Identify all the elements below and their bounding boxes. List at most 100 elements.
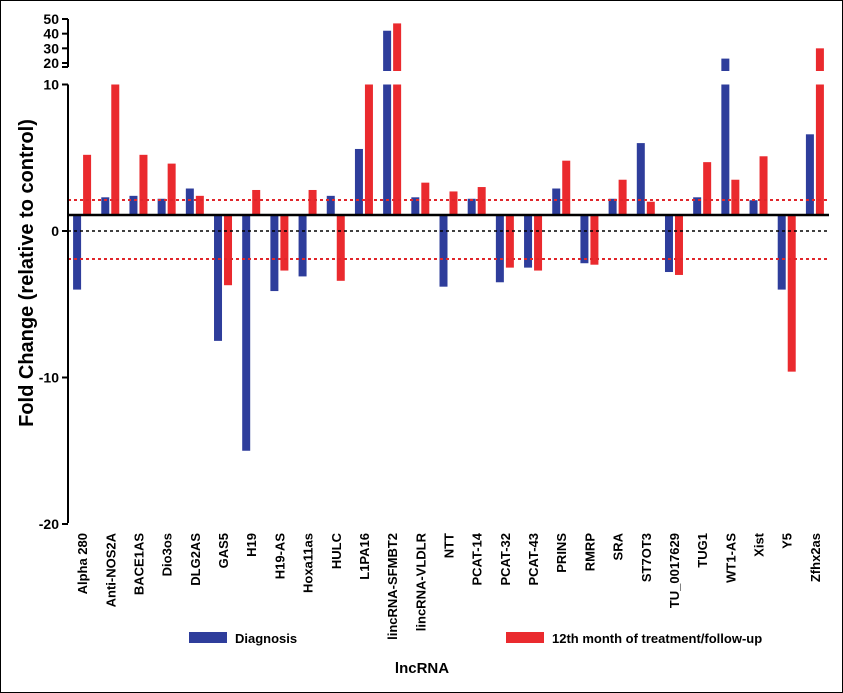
y-tick-label: -20 xyxy=(39,516,59,532)
bar-diagnosis xyxy=(326,195,335,215)
category-label: PCAT-32 xyxy=(498,533,513,586)
bar-followup-upper xyxy=(393,23,402,71)
category-label: BACE1AS xyxy=(131,533,146,595)
bar-diagnosis xyxy=(805,134,814,215)
category-label: GAS5 xyxy=(216,533,231,568)
bar-followup xyxy=(787,215,796,372)
bar-followup xyxy=(646,201,655,215)
category-label: Anti-NOS2A xyxy=(103,532,118,607)
bar-followup xyxy=(83,154,92,215)
bar-diagnosis xyxy=(664,215,673,273)
bar-followup xyxy=(815,84,824,215)
category-label: lincRNA-SFMBT2 xyxy=(385,533,400,640)
category-label: PRINS xyxy=(554,533,569,573)
bar-diagnosis-upper xyxy=(383,30,392,71)
bar-diagnosis xyxy=(242,215,251,451)
legend-entry: Diagnosis xyxy=(235,631,297,646)
category-label: PCAT-43 xyxy=(526,533,541,586)
bar-diagnosis xyxy=(185,188,194,215)
bar-diagnosis-upper xyxy=(721,58,730,71)
category-label: WT1-AS xyxy=(723,533,738,583)
y-tick-label: 0 xyxy=(51,223,59,239)
y-axis-label: Fold Change (relative to control) xyxy=(16,119,38,427)
bar-followup xyxy=(534,215,543,271)
bar-diagnosis xyxy=(495,215,504,283)
bar-followup xyxy=(364,84,373,215)
y-tick-label: -10 xyxy=(39,370,59,386)
bar-followup xyxy=(477,187,486,215)
legend: Diagnosis 12th month of treatment/follow-… xyxy=(189,631,762,646)
bar-followup xyxy=(590,215,599,265)
bar-diagnosis xyxy=(580,215,589,264)
bar-followup xyxy=(674,215,683,275)
category-label: HULC xyxy=(329,532,344,569)
bar-followup xyxy=(731,179,740,215)
bar-diagnosis xyxy=(354,148,363,215)
category-label: Alpha 280 xyxy=(75,533,90,594)
bar-diagnosis xyxy=(777,215,786,290)
y-tick-label: 20 xyxy=(43,55,59,71)
bar-followup xyxy=(195,195,204,215)
bar-diagnosis xyxy=(101,197,110,215)
bar-followup xyxy=(167,163,176,215)
bars-layer xyxy=(73,23,824,451)
bar-followup xyxy=(618,179,627,215)
category-label: ST7OT3 xyxy=(639,533,654,582)
bar-followup-upper xyxy=(815,48,824,71)
category-label: lincRNA-VLDLR xyxy=(413,532,428,631)
bar-diagnosis xyxy=(214,215,223,341)
category-label: TUG1 xyxy=(695,533,710,568)
bar-diagnosis xyxy=(636,143,645,215)
bar-diagnosis xyxy=(129,195,138,215)
legend-swatch xyxy=(189,632,227,643)
bar-diagnosis xyxy=(157,198,166,215)
bar-followup xyxy=(111,84,120,215)
category-label: Xist xyxy=(752,532,767,557)
bar-followup xyxy=(703,162,712,215)
reference-lines xyxy=(68,199,829,260)
category-label: Hoxa11as xyxy=(301,533,316,593)
bar-diagnosis xyxy=(467,198,476,215)
category-label: H19 xyxy=(244,533,259,557)
bar-followup xyxy=(336,215,345,281)
x-axis-label: lncRNA xyxy=(395,660,449,677)
bar-diagnosis xyxy=(73,215,82,290)
bar-followup xyxy=(308,189,317,215)
y-tick-label: 10 xyxy=(43,77,59,93)
legend-swatch xyxy=(506,632,544,643)
y-tick-label: 40 xyxy=(43,26,59,42)
bar-followup xyxy=(280,215,289,271)
bar-followup xyxy=(505,215,514,268)
bar-diagnosis xyxy=(608,198,617,215)
bar-diagnosis xyxy=(524,215,533,268)
bar-diagnosis xyxy=(721,84,730,215)
bar-diagnosis xyxy=(411,197,420,215)
bar-diagnosis xyxy=(693,197,702,215)
y-tick-label: 50 xyxy=(43,11,59,27)
category-label: PCAT-14 xyxy=(470,532,485,585)
bar-followup xyxy=(224,215,233,286)
bar-followup xyxy=(393,84,402,215)
category-label: TU_0017629 xyxy=(667,533,682,608)
y-tick-label: 30 xyxy=(43,40,59,56)
category-label: L1PA16 xyxy=(357,533,372,580)
x-axis-categories: Alpha 280 Anti-NOS2A BACE1AS Dio3os DLG2AS GA… xyxy=(75,532,823,640)
bar-diagnosis xyxy=(439,215,448,287)
legend-entry: 12th month of treatment/follow-up xyxy=(552,631,762,646)
bar-diagnosis xyxy=(383,84,392,215)
category-label: NTT xyxy=(442,533,457,558)
category-label: DLG2AS xyxy=(188,533,203,586)
category-label: H19-AS xyxy=(272,533,287,580)
bar-followup xyxy=(421,182,430,215)
bar-diagnosis xyxy=(749,200,758,215)
bar-diagnosis xyxy=(298,215,307,277)
bar-followup xyxy=(562,160,571,215)
category-label: RMRP xyxy=(582,533,597,572)
category-label: Y5 xyxy=(780,533,795,549)
bar-diagnosis xyxy=(552,188,561,215)
category-label: Dio3os xyxy=(160,533,175,576)
bar-followup xyxy=(449,191,458,215)
